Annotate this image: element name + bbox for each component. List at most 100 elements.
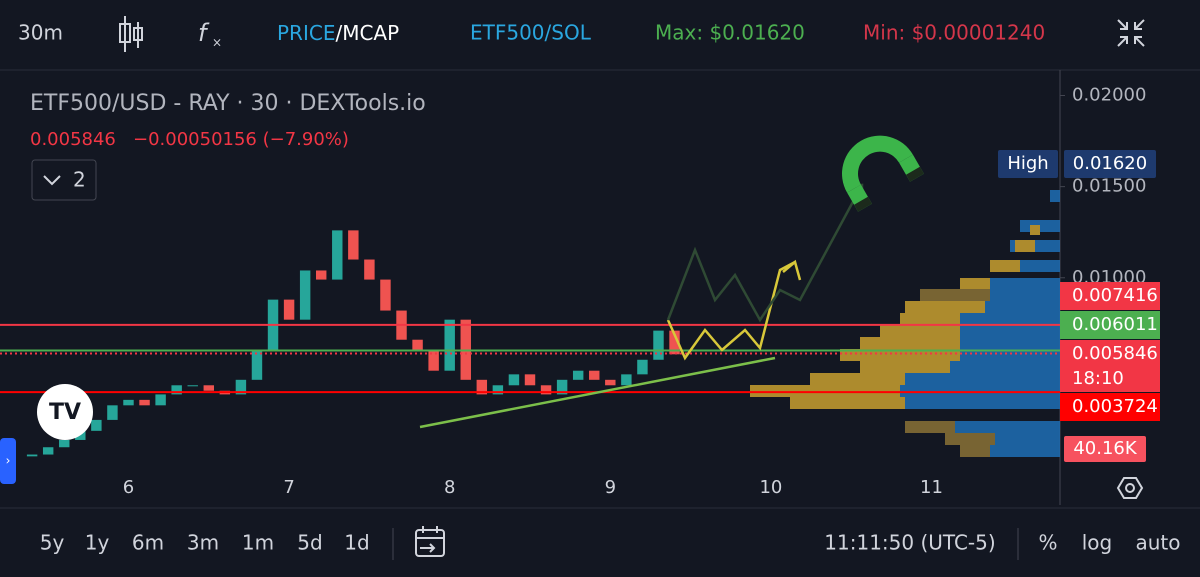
high-value-badge — [1064, 150, 1156, 178]
candle-body — [348, 230, 359, 260]
yellow-arrowhead — [782, 259, 802, 281]
pair-toggle[interactable]: ETF500/SOL — [470, 21, 592, 45]
range-button[interactable]: 1d — [344, 531, 369, 555]
candle-body — [123, 399, 134, 406]
tv-logo[interactable]: TV — [37, 384, 93, 440]
high-value: 0.01620 — [1073, 153, 1147, 174]
high-badge — [998, 150, 1058, 178]
fullscreen-icon[interactable] — [1117, 19, 1145, 47]
trend-line — [419, 356, 776, 429]
goto-date-icon[interactable] — [415, 526, 445, 557]
candle-body — [380, 279, 391, 311]
price-badge-label: 0.005846 — [1072, 343, 1158, 364]
candle-body — [492, 385, 504, 395]
log-toggle[interactable]: log — [1082, 531, 1113, 555]
candle-body — [669, 330, 680, 355]
x-tick-label: 10 — [759, 477, 782, 498]
candle-body — [637, 359, 648, 375]
candle-body — [589, 370, 600, 380]
candle-body — [235, 379, 247, 395]
y-tick-label: 0.02000 — [1072, 85, 1146, 106]
candle-body — [26, 454, 38, 457]
candle-icon[interactable] — [119, 16, 143, 52]
candle-body — [283, 299, 295, 320]
range-button[interactable]: 5d — [297, 531, 322, 555]
range-button[interactable]: 3m — [187, 531, 219, 555]
max-price: Max: $0.01620 — [655, 21, 805, 45]
candle-body — [476, 379, 488, 395]
settings-icon[interactable] — [1116, 477, 1144, 499]
indicators-count: 2 — [73, 168, 86, 192]
candle-body — [171, 385, 182, 395]
candle-body — [155, 394, 166, 406]
price-badge — [1060, 311, 1160, 339]
price-badge — [1060, 393, 1160, 421]
candle-body — [412, 339, 423, 351]
x-tick-label: 6 — [123, 477, 134, 498]
interval[interactable]: 30m — [18, 21, 63, 45]
candle-body — [42, 447, 54, 455]
candle-body — [428, 350, 439, 371]
candle-body — [653, 330, 664, 360]
side-tab[interactable] — [0, 438, 16, 484]
candle-body — [187, 385, 198, 387]
range-button[interactable]: 5y — [40, 531, 65, 555]
candle-body — [444, 319, 455, 371]
last-price: 0.005846 — [30, 129, 116, 150]
candle-body — [508, 374, 520, 386]
candle-body — [540, 385, 552, 395]
volume-badge — [1064, 436, 1146, 462]
indicators-toggle[interactable] — [31, 159, 97, 201]
candle-body — [556, 379, 568, 395]
range-button[interactable]: 6m — [132, 531, 164, 555]
candle-body — [251, 350, 263, 380]
side-tab-arrow: › — [6, 454, 11, 468]
candle-body — [203, 385, 215, 391]
range-button[interactable]: 1y — [85, 531, 110, 555]
price-badge-label: 0.003724 — [1072, 396, 1158, 417]
candle-body — [364, 259, 375, 280]
candle-body — [299, 270, 311, 320]
price[interactable]: PRICE — [277, 21, 335, 45]
candle-body — [139, 399, 150, 406]
candle-body — [315, 270, 327, 280]
candle-body — [621, 374, 632, 386]
magnet-icon — [842, 135, 924, 212]
percent-toggle[interactable]: % — [1038, 531, 1057, 555]
indicator-icon-x: × — [212, 36, 222, 50]
price-badge-label: 0.007416 — [1072, 285, 1158, 306]
y-tick-label: 0.01500 — [1072, 176, 1146, 197]
price-change: −0.00050156 (−7.90%) — [133, 129, 349, 150]
price-mcap-toggle[interactable]: PRICE/MCAP — [277, 21, 399, 45]
x-tick-label: 11 — [920, 477, 943, 498]
chevron — [43, 175, 61, 186]
plot: 6 7 8 9 10 110.020000.015000.010000.0074160.0… — [0, 85, 1160, 498]
candle-body — [605, 379, 616, 386]
candle-body — [572, 370, 584, 380]
x-tick-label: 8 — [444, 477, 455, 498]
candle-body — [59, 439, 70, 448]
x-tick-label: 9 — [605, 477, 616, 498]
price-badge — [1060, 282, 1160, 310]
clock[interactable]: 11:11:50 (UTC-5) — [824, 531, 995, 555]
price-badge — [1060, 340, 1160, 392]
auto-toggle[interactable]: auto — [1135, 531, 1180, 555]
mcap[interactable]: /MCAP — [335, 21, 399, 45]
candle-body — [524, 374, 536, 386]
volume-profile — [750, 190, 1060, 457]
svg-text:TV: TV — [49, 400, 81, 425]
green-path — [666, 184, 864, 323]
countdown: 18:10 — [1072, 368, 1124, 389]
symbol-title: ETF500/USD - RAY · 30 · DEXTools.io — [30, 91, 426, 116]
price-badge-label: 0.006011 — [1072, 314, 1158, 335]
candle-body — [107, 405, 118, 420]
volume-label: 40.16K — [1073, 438, 1138, 459]
range-buttons: 5y 1y 6m 3m 1m 5d 1d — [40, 531, 370, 555]
x-tick-label: 7 — [283, 477, 294, 498]
range-button[interactable]: 1m — [242, 531, 274, 555]
drawings — [419, 135, 924, 429]
high-label: High — [1007, 153, 1048, 174]
min-price: Min: $0.00001240 — [863, 21, 1045, 45]
